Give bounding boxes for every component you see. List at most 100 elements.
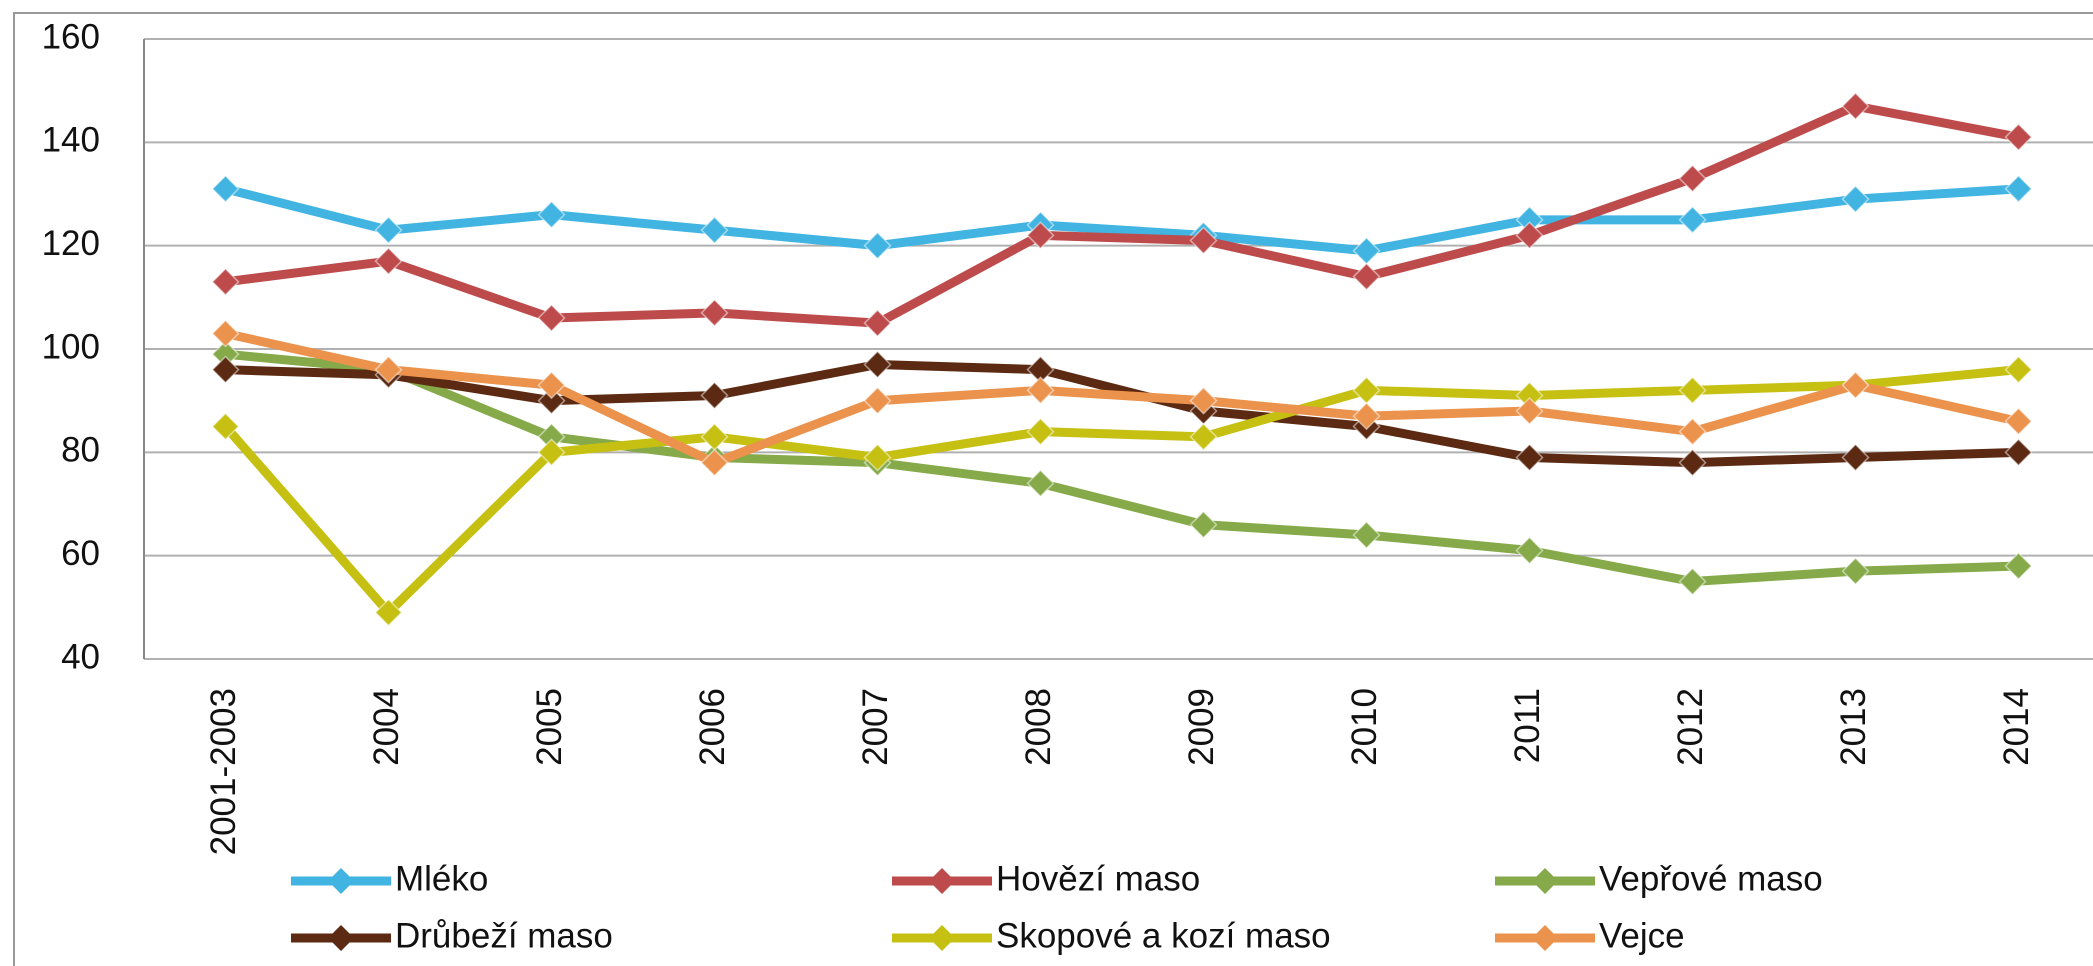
marker xyxy=(1515,221,1544,250)
marker xyxy=(1678,567,1707,596)
marker xyxy=(863,309,892,338)
marker xyxy=(211,174,240,203)
y-tick-label: 40 xyxy=(61,637,100,676)
marker xyxy=(1026,376,1055,405)
marker xyxy=(1841,92,1870,121)
series-line xyxy=(225,349,2019,586)
marker xyxy=(1352,520,1381,550)
marker xyxy=(700,448,729,477)
x-tick-label: 2004 xyxy=(367,688,406,766)
series xyxy=(211,174,2033,265)
marker xyxy=(537,200,566,229)
marker xyxy=(537,386,566,415)
marker xyxy=(2004,438,2033,467)
marker xyxy=(1026,221,1055,250)
marker xyxy=(1678,417,1707,446)
marker xyxy=(700,422,729,451)
series-line xyxy=(222,365,2019,617)
series xyxy=(211,319,2033,477)
x-tick-label: 2009 xyxy=(1182,688,1221,766)
y-tick-label: 120 xyxy=(42,224,100,263)
marker xyxy=(700,381,729,410)
legend-label: Vepřové maso xyxy=(1599,859,1823,898)
y-tick-label: 160 xyxy=(42,17,100,56)
marker xyxy=(2004,123,2033,152)
legend-label: Drůbeží maso xyxy=(395,916,613,955)
marker xyxy=(1515,443,1544,472)
y-tick-label: 80 xyxy=(61,431,100,470)
marker xyxy=(1026,469,1055,498)
marker xyxy=(1189,510,1218,539)
legend-label: Skopové a kozí maso xyxy=(996,916,1331,955)
marker xyxy=(1026,417,1055,446)
marker xyxy=(1841,371,1870,400)
marker xyxy=(863,386,892,415)
marker xyxy=(211,267,240,296)
marker xyxy=(537,303,566,333)
x-tick-label: 2010 xyxy=(1345,688,1384,766)
y-tick-label: 100 xyxy=(42,327,100,366)
y-tick-label: 140 xyxy=(42,121,100,160)
marker xyxy=(2004,551,2033,581)
x-tick-label: 2013 xyxy=(1834,688,1873,766)
marker xyxy=(1352,262,1381,291)
legend-marker xyxy=(929,868,955,894)
marker xyxy=(1352,402,1381,431)
marker xyxy=(863,443,892,472)
marker xyxy=(374,216,403,245)
chart-border xyxy=(13,12,2093,966)
marker xyxy=(1841,443,1870,472)
legend-label: Vejce xyxy=(1599,916,1685,955)
legend-marker xyxy=(1532,868,1558,894)
x-tick-label: 2007 xyxy=(856,688,895,766)
marker xyxy=(863,231,892,260)
x-tick-label: 2014 xyxy=(1997,688,2036,766)
legend-label: Mléko xyxy=(395,859,488,898)
marker xyxy=(537,438,566,467)
marker xyxy=(1841,557,1870,586)
marker xyxy=(211,412,240,441)
marker xyxy=(1678,376,1707,405)
x-tick-label: 2005 xyxy=(530,688,569,766)
legend-label: Hovězí maso xyxy=(996,859,1200,898)
marker xyxy=(1189,386,1218,415)
series xyxy=(211,92,2033,338)
legend-marker xyxy=(328,925,354,951)
series-line xyxy=(225,360,2019,468)
marker xyxy=(1352,236,1381,265)
x-tick-label: 2011 xyxy=(1508,688,1547,763)
marker xyxy=(1841,185,1870,214)
marker xyxy=(1189,226,1218,255)
series xyxy=(211,350,2033,477)
x-tick-label: 2006 xyxy=(693,688,732,766)
series-line xyxy=(224,101,2020,328)
legend-marker xyxy=(328,868,354,894)
x-tick-label: 2001-2003 xyxy=(204,688,243,855)
marker xyxy=(1189,422,1218,451)
marker xyxy=(700,298,729,327)
marker xyxy=(1678,164,1707,193)
marker xyxy=(2004,407,2033,436)
marker xyxy=(537,371,566,400)
y-tick-label: 60 xyxy=(61,534,100,573)
marker xyxy=(1352,376,1381,405)
marker xyxy=(374,247,403,276)
marker xyxy=(1678,205,1707,234)
marker xyxy=(700,216,729,245)
marker xyxy=(2004,355,2033,384)
legend-marker xyxy=(929,925,955,951)
marker xyxy=(374,355,403,384)
marker xyxy=(1515,396,1544,426)
marker xyxy=(211,319,240,348)
series-line xyxy=(224,329,2020,468)
marker xyxy=(1515,536,1544,565)
marker xyxy=(1678,448,1707,477)
legend-marker xyxy=(1532,925,1558,951)
marker xyxy=(374,598,403,627)
marker xyxy=(2004,174,2033,203)
marker xyxy=(211,355,240,384)
x-tick-label: 2012 xyxy=(1671,688,1710,766)
x-tick-label: 2008 xyxy=(1019,688,1058,766)
marker xyxy=(863,350,892,379)
